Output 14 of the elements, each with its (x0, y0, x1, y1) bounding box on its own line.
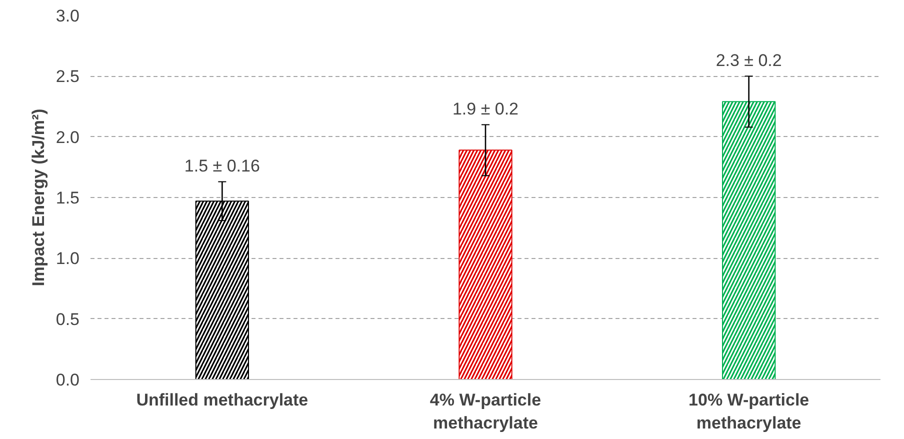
y-tick-label: 2.0 (56, 128, 80, 147)
y-tick-label: 1.5 (56, 188, 80, 208)
y-tick-label: 0.5 (56, 310, 80, 329)
x-tick-label: 10% W-particle methacrylate (688, 390, 810, 432)
data-label: 2.3 ± 0.2 (716, 51, 782, 70)
y-axis-title: Impact Energy (kJ/m²) (28, 108, 48, 286)
y-tick-label: 1.0 (56, 249, 80, 268)
data-label: 1.5 ± 0.16 (184, 156, 260, 176)
x-tick-label: Unfilled methacrylate (136, 390, 308, 410)
y-tick-label: 0.0 (56, 370, 80, 390)
data-label: 1.9 ± 0.2 (452, 100, 519, 119)
y-tick-label: 2.5 (56, 67, 80, 86)
y-tick-label: 3.0 (56, 6, 80, 26)
x-tick-label: 4% W-particle methacrylate (430, 390, 542, 432)
